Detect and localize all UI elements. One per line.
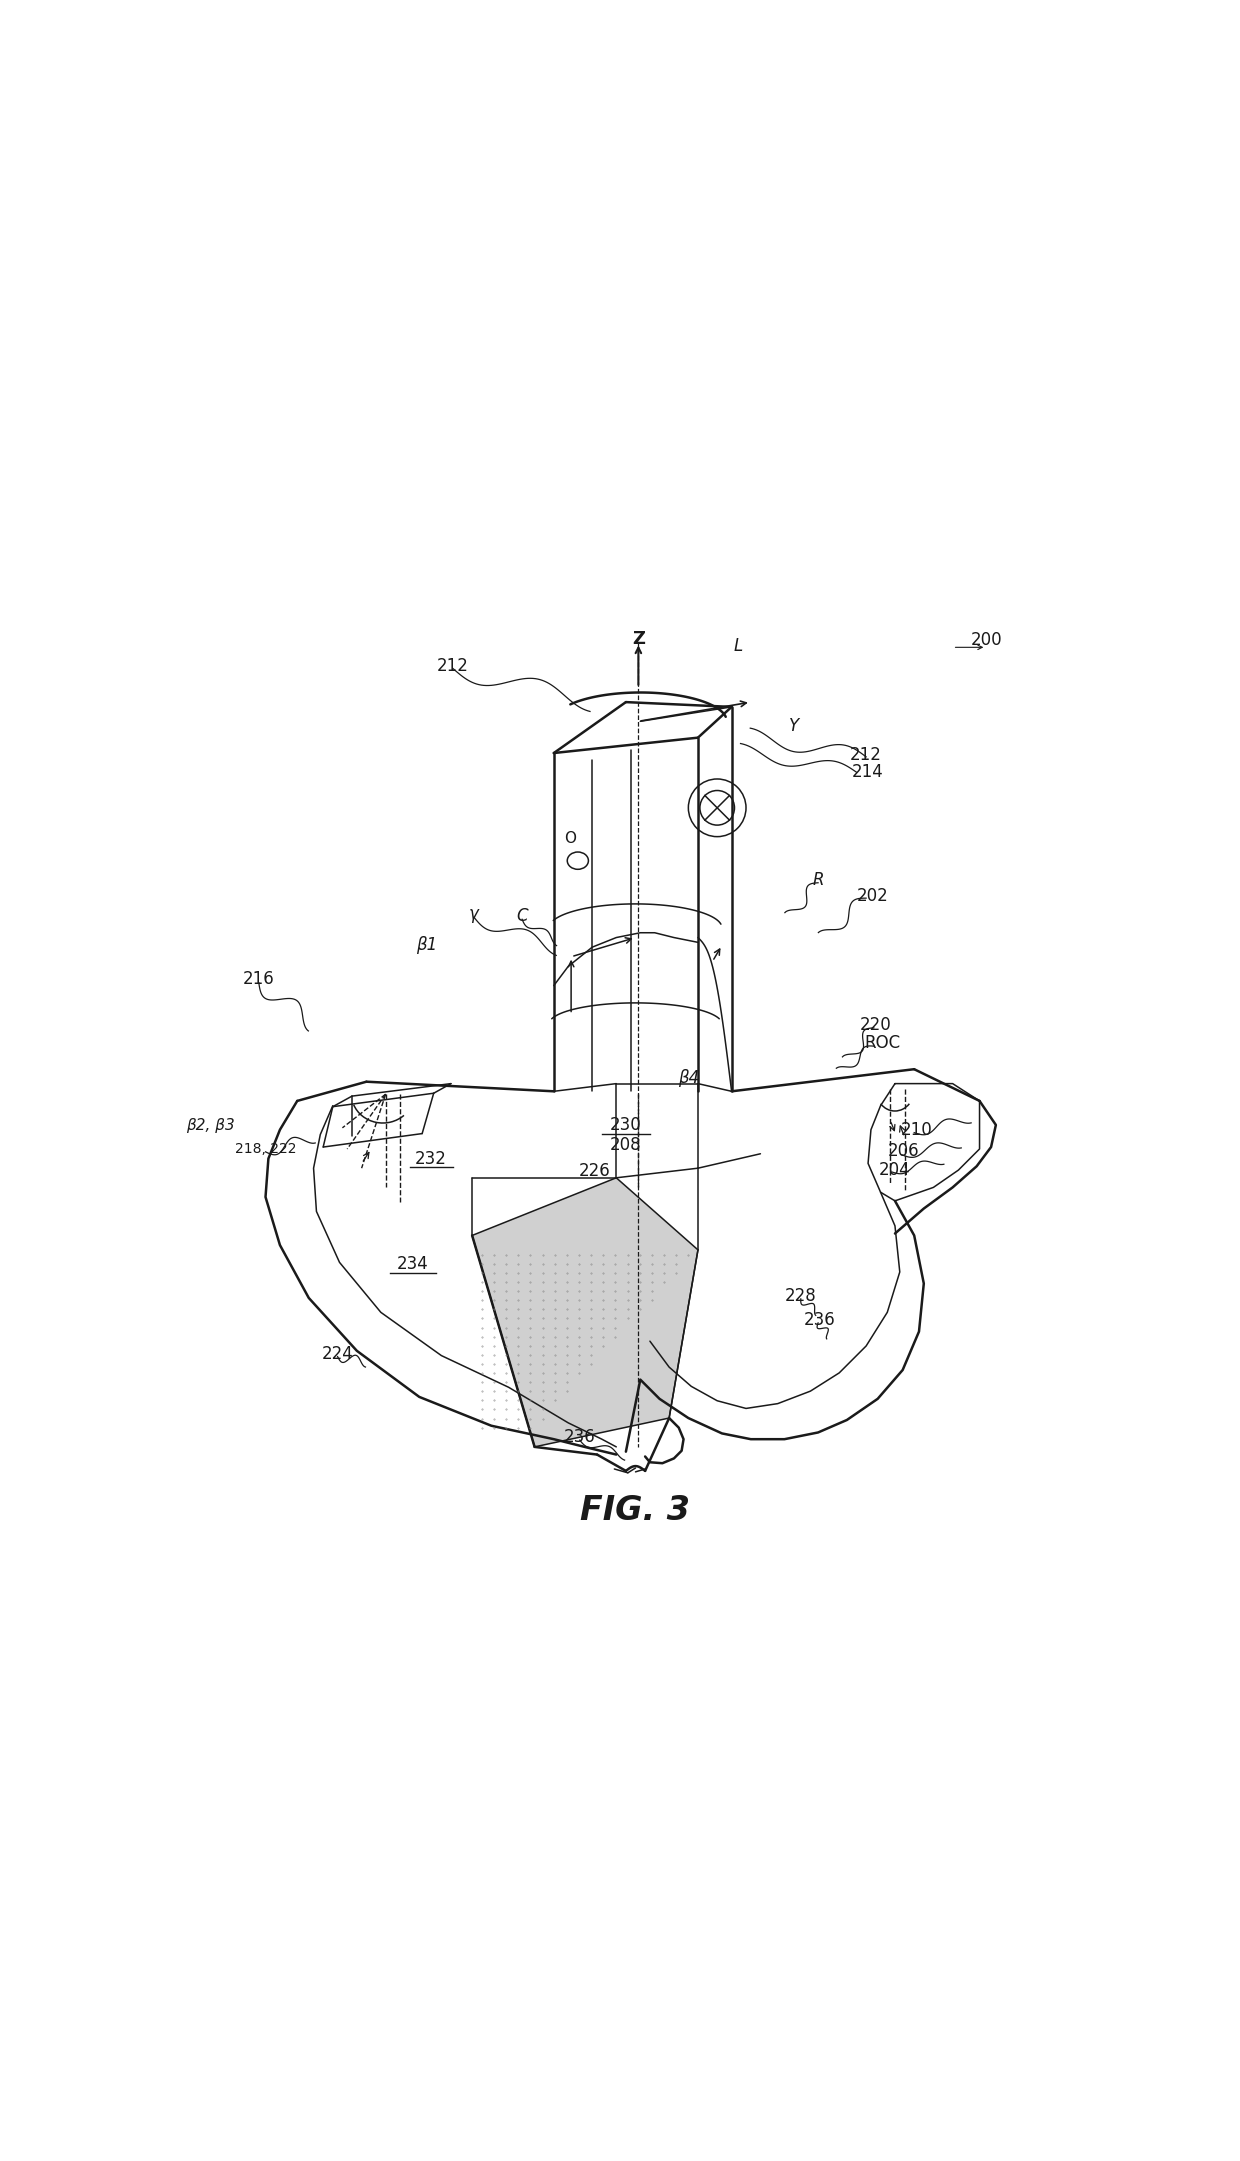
- Text: R: R: [812, 871, 823, 888]
- Text: 232: 232: [415, 1150, 446, 1167]
- Text: C: C: [516, 908, 528, 925]
- Text: 236: 236: [804, 1312, 836, 1329]
- Text: 212: 212: [436, 657, 469, 674]
- Text: 212: 212: [851, 746, 882, 765]
- Text: 218, 222: 218, 222: [234, 1141, 296, 1156]
- Text: 208: 208: [610, 1137, 642, 1154]
- Text: FIG. 3: FIG. 3: [580, 1493, 691, 1528]
- Text: Z: Z: [632, 629, 645, 648]
- Text: 220: 220: [859, 1016, 892, 1033]
- Text: 200: 200: [971, 631, 1002, 648]
- Text: β4: β4: [678, 1070, 699, 1087]
- Text: β1: β1: [417, 936, 438, 955]
- Text: L: L: [734, 637, 743, 655]
- Text: Y: Y: [789, 717, 799, 735]
- Text: 226: 226: [578, 1163, 610, 1180]
- Text: 210: 210: [901, 1122, 932, 1139]
- Text: 230: 230: [610, 1115, 642, 1135]
- Text: 206: 206: [888, 1141, 919, 1160]
- Text: 202: 202: [857, 888, 889, 905]
- Text: 216: 216: [243, 970, 275, 988]
- Text: 204: 204: [879, 1160, 911, 1180]
- Text: 234: 234: [397, 1256, 429, 1273]
- Text: 228: 228: [785, 1288, 817, 1305]
- Text: 224: 224: [321, 1344, 353, 1364]
- Text: 236: 236: [564, 1428, 595, 1446]
- Text: γ: γ: [469, 905, 479, 923]
- Text: 214: 214: [852, 763, 884, 782]
- Text: O: O: [564, 832, 577, 847]
- Text: ROC: ROC: [864, 1035, 900, 1052]
- Polygon shape: [472, 1178, 698, 1448]
- Text: β2, β3: β2, β3: [186, 1119, 236, 1132]
